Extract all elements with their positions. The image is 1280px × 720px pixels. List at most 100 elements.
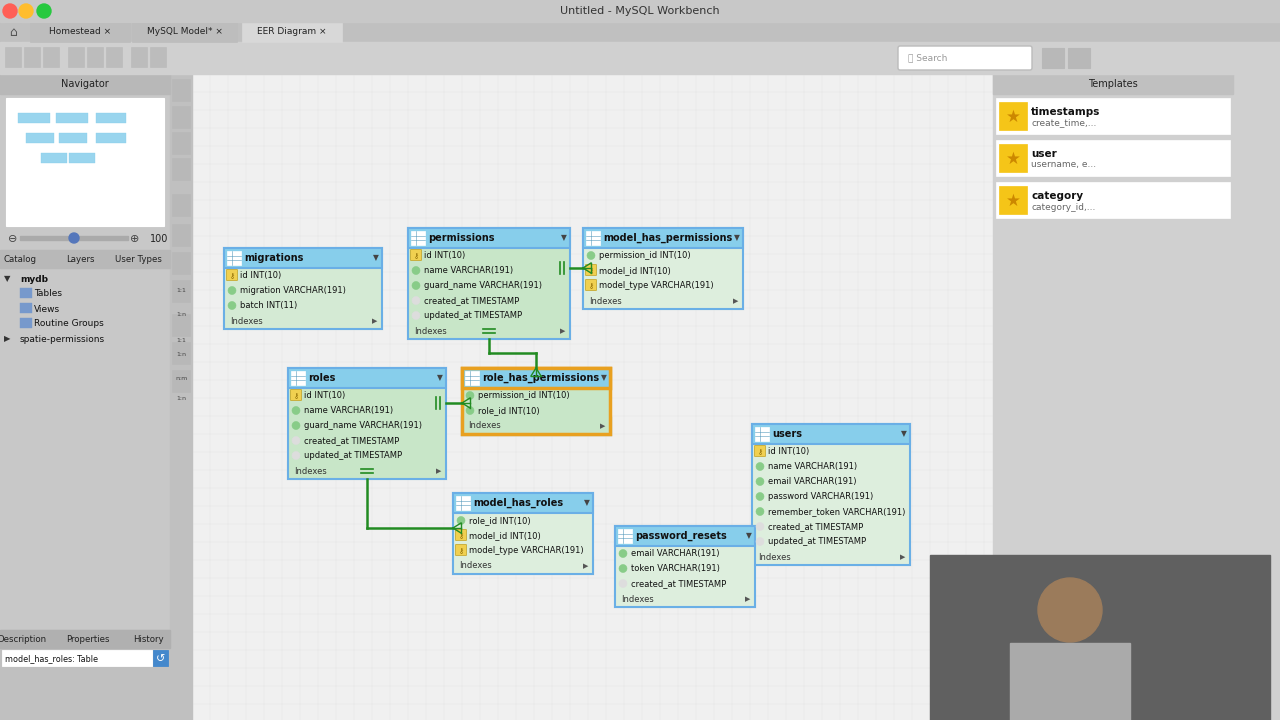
Text: name VARCHAR(191): name VARCHAR(191) [424,266,513,275]
Bar [755,427,769,441]
Circle shape [19,4,33,18]
Text: ▼: ▼ [4,274,10,284]
Text: remember_token VARCHAR(191): remember_token VARCHAR(191) [768,507,905,516]
Text: ▶: ▶ [561,328,566,334]
Text: name VARCHAR(191): name VARCHAR(191) [305,406,393,415]
Text: user: user [1030,149,1057,159]
Bar [5,47,20,67]
Text: users: users [772,429,803,439]
Bar [172,79,189,101]
Text: email VARCHAR(191): email VARCHAR(191) [768,477,856,486]
Text: permissions: permissions [428,233,494,243]
Bar [192,74,993,720]
Circle shape [412,282,420,289]
Bar [3,650,152,666]
Bar [96,113,125,123]
Text: ⚷: ⚷ [458,547,463,554]
Bar [14,106,156,214]
Text: Properties: Properties [67,634,110,644]
Circle shape [620,564,627,572]
Circle shape [588,251,595,259]
Circle shape [412,266,420,274]
Bar [20,303,32,313]
Bar [1068,48,1091,68]
Text: Description: Description [0,634,46,644]
Text: 1:1: 1:1 [177,287,186,292]
Bar [291,371,305,385]
FancyBboxPatch shape [227,269,238,281]
Text: ▶: ▶ [436,468,442,474]
Bar [26,133,54,143]
Circle shape [228,287,236,294]
Text: Indexes: Indexes [413,326,447,336]
Circle shape [756,523,764,531]
Bar [172,132,189,154]
Text: ▼: ▼ [901,430,908,438]
FancyBboxPatch shape [456,529,466,541]
Text: updated_at TIMESTAMP: updated_at TIMESTAMP [424,311,522,320]
Bar [582,293,742,309]
FancyBboxPatch shape [411,250,421,261]
Bar [1010,643,1130,720]
Bar [132,23,237,42]
Text: ▼: ▼ [436,374,443,382]
Circle shape [756,477,764,485]
Text: ⚷: ⚷ [413,253,419,258]
Bar [20,318,32,328]
Text: model_type VARCHAR(191): model_type VARCHAR(191) [599,281,714,290]
Circle shape [292,421,300,430]
Text: Routine Groups: Routine Groups [35,320,104,328]
Text: 1:n: 1:n [177,353,186,358]
Bar [998,102,1027,130]
Text: ▼: ▼ [733,233,740,243]
Text: ▶: ▶ [4,335,10,343]
Bar [993,74,1233,720]
Text: Indexes: Indexes [621,595,654,603]
Bar [408,323,570,339]
Bar [453,493,593,574]
Bar [18,113,50,123]
Circle shape [466,392,474,400]
Text: id INT(10): id INT(10) [424,251,465,260]
Text: ▶: ▶ [600,423,605,429]
Text: ⚷: ⚷ [229,272,234,279]
Bar [462,368,611,434]
Text: category: category [1030,191,1083,201]
Bar [172,370,189,392]
Circle shape [620,580,627,588]
Bar [20,236,128,240]
Text: Indexes: Indexes [230,317,262,325]
Bar [288,368,445,388]
Bar [411,231,425,245]
Text: Indexes: Indexes [468,421,500,431]
Bar [288,368,445,479]
Text: Templates: Templates [1088,79,1138,89]
Bar [288,463,445,479]
FancyBboxPatch shape [291,390,302,400]
Bar [170,74,192,720]
Bar [29,23,131,42]
Bar [462,368,611,388]
Text: Tables: Tables [35,289,61,299]
Text: ⌂: ⌂ [9,25,17,38]
Circle shape [292,407,300,415]
Text: id INT(10): id INT(10) [241,271,282,280]
Bar [582,228,742,248]
Bar [0,74,170,94]
Text: password VARCHAR(191): password VARCHAR(191) [768,492,873,501]
Bar [996,98,1230,134]
Bar [150,47,166,67]
Text: ▶: ▶ [372,318,378,324]
Bar [582,228,742,309]
Bar [998,186,1027,214]
Text: ⚷: ⚷ [458,533,463,539]
Bar [172,224,189,246]
Bar [998,144,1027,172]
Bar [41,153,67,163]
Circle shape [1038,578,1102,642]
Text: role_id INT(10): role_id INT(10) [477,406,540,415]
Circle shape [620,549,627,557]
Bar [618,529,632,543]
Bar [753,424,910,565]
Bar [453,558,593,574]
